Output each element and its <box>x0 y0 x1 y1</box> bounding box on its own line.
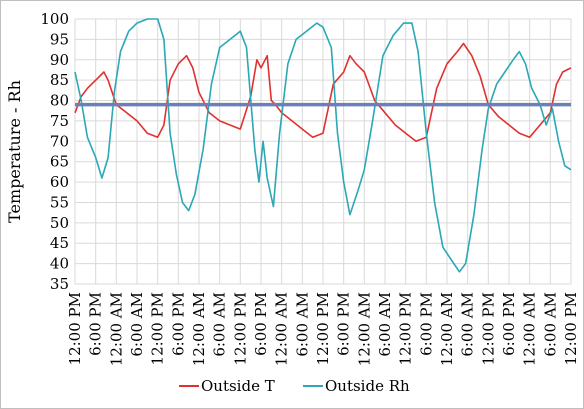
x-tick-label: 12:00 PM <box>562 292 580 365</box>
x-tick-label: 6:00 PM <box>335 292 353 356</box>
x-tick-label: 6:00 PM <box>417 292 435 356</box>
x-tick-label: 6:00 AM <box>541 292 559 357</box>
y-tick-label: 90 <box>50 51 69 69</box>
x-tick-label: 6:00 AM <box>376 292 394 357</box>
x-tick-label: 6:00 AM <box>293 292 311 357</box>
legend: Outside T Outside Rh <box>179 377 410 395</box>
x-tick-label: 12:00 PM <box>314 292 332 365</box>
x-tick-label: 12:00 AM <box>438 292 456 366</box>
gridlines <box>74 18 572 285</box>
x-tick-label: 12:00 AM <box>190 292 208 366</box>
y-tick-label: 45 <box>50 234 69 252</box>
y-tick-label: 100 <box>40 10 69 28</box>
legend-label: Outside T <box>201 377 275 395</box>
x-tick-label: 12:00 PM <box>479 292 497 365</box>
x-axis-ticks: 12:00 PM 6:00 PM 12:00 AM 6:00 AM 12:00 PM 6:… <box>66 292 580 366</box>
y-tick-label: 75 <box>50 112 69 130</box>
y-tick-label: 80 <box>50 92 69 110</box>
y-tick-label: 60 <box>50 173 69 191</box>
series-line <box>74 18 572 273</box>
x-tick-label: 6:00 PM <box>169 292 187 356</box>
y-tick-label: 40 <box>50 255 69 273</box>
y-tick-label: 50 <box>50 214 69 232</box>
x-tick-label: 12:00 AM <box>521 292 539 366</box>
x-tick-label: 6:00 PM <box>87 292 105 356</box>
x-tick-label: 6:00 AM <box>459 292 477 357</box>
x-tick-label: 12:00 PM <box>66 292 84 365</box>
data-series <box>74 18 572 273</box>
x-tick-label: 6:00 AM <box>128 292 146 357</box>
y-axis-label: Temperature - Rh <box>5 80 24 223</box>
y-tick-label: 35 <box>50 275 69 293</box>
x-tick-label: 12:00 PM <box>397 292 415 365</box>
legend-label: Outside Rh <box>325 377 410 395</box>
y-tick-label: 55 <box>50 193 69 211</box>
x-tick-label: 12:00 AM <box>273 292 291 366</box>
x-tick-label: 12:00 PM <box>149 292 167 365</box>
y-tick-label: 85 <box>50 71 69 89</box>
y-tick-label: 95 <box>50 30 69 48</box>
y-axis-ticks: 35 40 45 50 55 60 65 70 75 80 85 90 95 100 <box>40 10 69 293</box>
x-tick-label: 6:00 AM <box>211 292 229 357</box>
x-tick-label: 12:00 AM <box>107 292 125 366</box>
x-tick-label: 12:00 PM <box>231 292 249 365</box>
x-tick-label: 6:00 PM <box>252 292 270 356</box>
x-tick-label: 12:00 AM <box>355 292 373 366</box>
x-tick-label: 6:00 PM <box>500 292 518 356</box>
y-tick-label: 70 <box>50 132 69 150</box>
y-tick-label: 65 <box>50 153 69 171</box>
series-line <box>74 42 572 143</box>
